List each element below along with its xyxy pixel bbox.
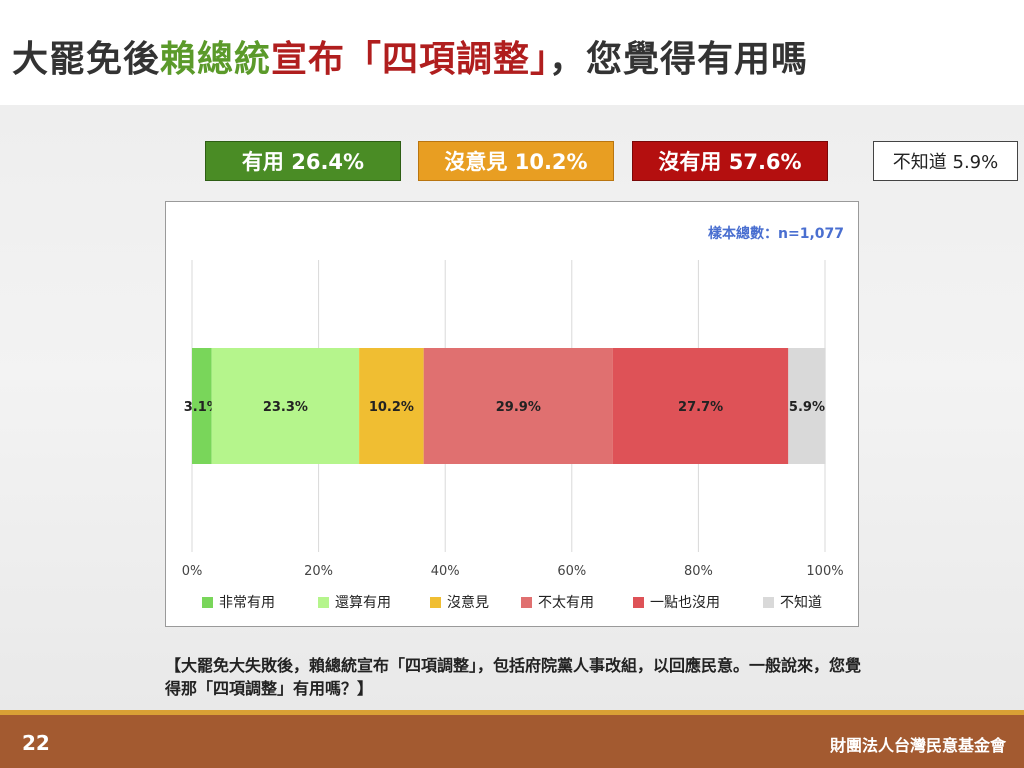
survey-question: 【大罷免大失敗後，賴總統宣布「四項調整」，包括府院黨人事改組，以回應民意。一般說… (165, 656, 862, 698)
summary-no-opinion-box: 沒意見 10.2% (418, 141, 614, 181)
bar-segment (423, 348, 613, 464)
summary-useful-box: 有用 26.4% (205, 141, 401, 181)
legend-swatch (633, 597, 644, 608)
bar-segment (192, 348, 212, 464)
x-tick-label: 100% (806, 564, 843, 579)
x-tick-label: 20% (304, 564, 333, 579)
legend-label: 非常有用 (219, 595, 275, 611)
legend-label: 沒意見 (447, 594, 489, 611)
legend-label: 不太有用 (538, 595, 594, 611)
data-label: 27.7% (678, 400, 723, 415)
data-label: 10.2% (369, 400, 414, 415)
summary-dont-know-box: 不知道 5.9% (873, 141, 1018, 181)
footer-accent-line (0, 710, 1024, 715)
bar-segment (612, 348, 789, 464)
title-part-1: 大罷免後 (12, 39, 161, 80)
bar-segment (359, 348, 424, 464)
legend-swatch (202, 597, 213, 608)
summary-useless-box: 沒有用 57.6% (632, 141, 828, 181)
x-tick-label: 0% (182, 564, 203, 579)
x-tick-label: 60% (557, 564, 586, 579)
legend-label: 不知道 (780, 594, 822, 611)
chart-panel: 樣本總數：n=1,077 0% 20% 40% 60% 80% 100% 3.1% 23.3%… (165, 201, 859, 627)
x-tick-label: 40% (431, 564, 460, 579)
legend-swatch (763, 597, 774, 608)
stacked-bar-chart: 0% 20% 40% 60% 80% 100% 3.1% 23.3% 10.2% 29.9% 27.… (182, 260, 844, 611)
data-label: 29.9% (496, 400, 541, 415)
title-question: ，您覺得有用嗎 (549, 39, 809, 80)
data-label: 3.1% (184, 400, 220, 415)
sample-size-note: 樣本總數：n=1,077 (708, 226, 844, 242)
legend-swatch (318, 597, 329, 608)
slide-title: 大罷免後賴總統宣布「四項調整」，您覺得有用嗎 (12, 30, 808, 82)
data-label: 5.9% (789, 400, 825, 415)
legend-swatch (521, 597, 532, 608)
page-number: 22 (22, 731, 50, 755)
bar-segment (788, 348, 826, 464)
data-label: 23.3% (263, 400, 308, 415)
legend-label: 一點也沒用 (650, 594, 720, 611)
legend-swatch (430, 597, 441, 608)
legend-label: 還算有用 (335, 595, 391, 611)
bar-segment (211, 348, 360, 464)
title-president: 賴總統 (160, 39, 272, 80)
title-four-adjustments: 宣布「四項調整」 (271, 39, 550, 80)
organization-name: 財團法人台灣民意基金會 (829, 736, 1006, 755)
x-tick-label: 80% (684, 564, 713, 579)
footer-bar: 22 財團法人台灣民意基金會 (0, 715, 1024, 768)
